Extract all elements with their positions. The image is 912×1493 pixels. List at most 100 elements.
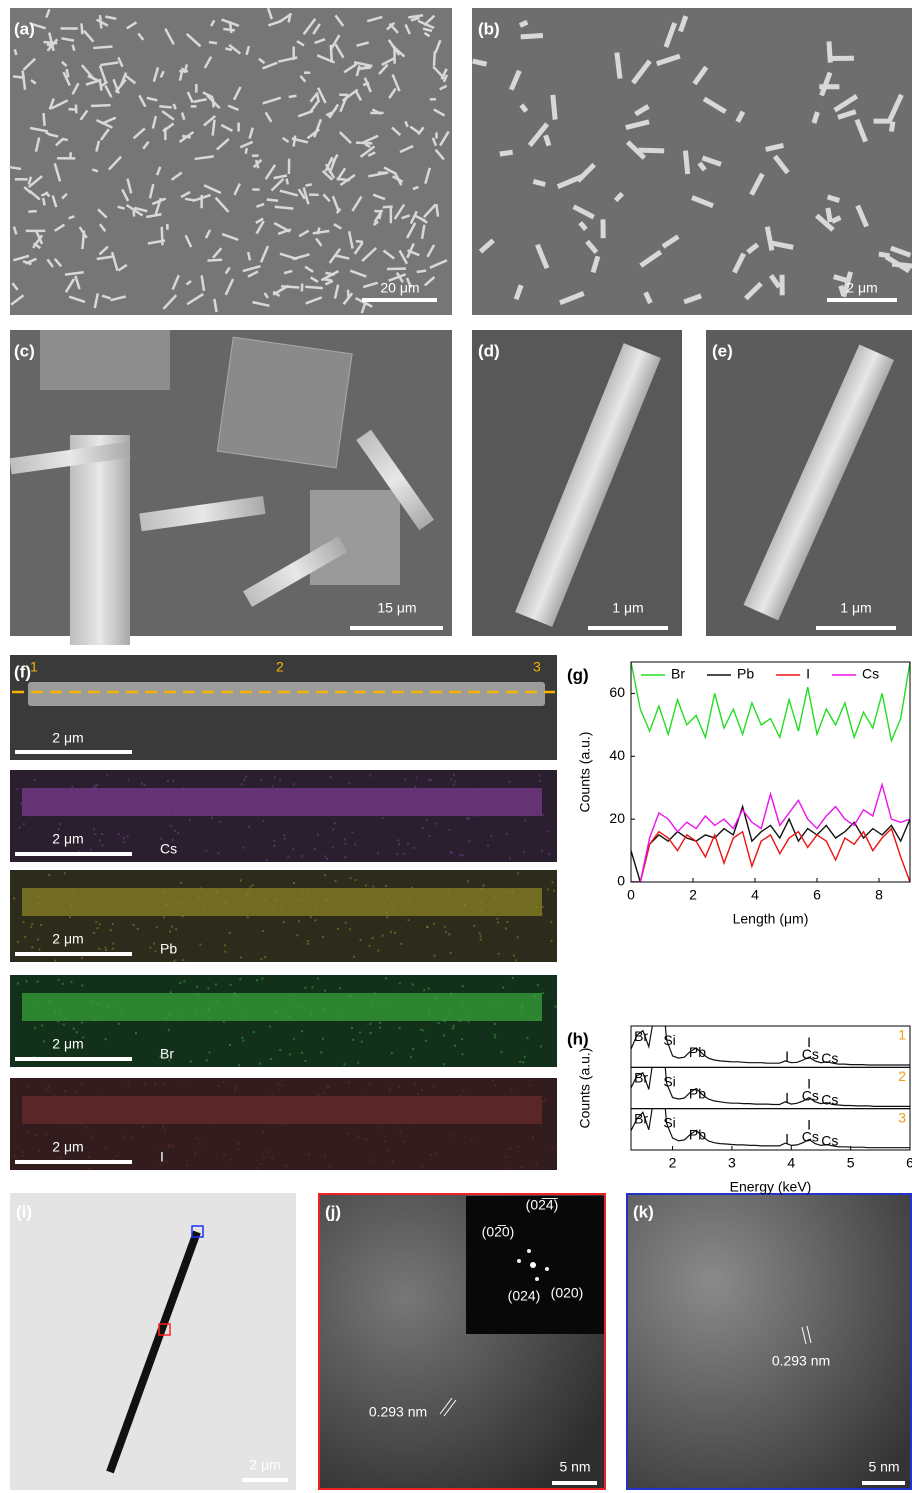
crystal [217,337,352,468]
noise [480,888,482,890]
noise [551,1146,553,1148]
noise [88,1156,90,1158]
legend-label: Cs [862,666,879,682]
noise [135,1032,137,1034]
noise [550,921,552,923]
noise [263,795,265,797]
noise [206,1059,208,1061]
noise [434,997,436,999]
crystal [70,435,130,645]
peak-label: Si [663,1073,675,1089]
noise [23,801,25,803]
y-tick-label: 60 [609,684,625,700]
noise [509,1148,511,1150]
noise [79,1122,81,1124]
noise [123,837,125,839]
noise [19,827,21,829]
noise [173,960,175,962]
noise [402,1141,404,1143]
noise [325,899,327,901]
noise [71,786,73,788]
noise [357,1135,359,1137]
noise [271,1121,273,1123]
scale-label: 2 μm [52,831,83,847]
peak-label: Si [663,1115,675,1131]
noise [481,909,483,911]
noise [289,1053,291,1055]
noise [254,1117,256,1119]
legend-label: I [806,666,810,682]
noise [450,993,452,995]
noise [284,838,286,840]
noise [167,1118,169,1120]
noise [448,814,450,816]
scale-label: 2 μm [52,931,83,947]
noise [517,812,519,814]
noise [414,786,416,788]
scale-label: 2 μm [249,1457,280,1473]
noise [60,1157,62,1159]
noise [99,923,101,925]
noise [413,1119,415,1121]
noise [182,959,184,961]
crystal [832,56,854,61]
noise [240,879,242,881]
noise [480,935,482,937]
noise [462,985,464,987]
noise [399,982,401,984]
noise [515,959,517,961]
noise [474,815,476,817]
crystal [370,112,383,115]
noise [24,936,26,938]
noise [521,1006,523,1008]
panel-i [10,1193,296,1490]
noise [449,1012,451,1014]
noise [354,843,356,845]
noise [301,889,303,891]
noise [41,1025,43,1027]
noise [20,803,22,805]
noise [462,854,464,856]
noise [305,1060,307,1062]
noise [398,1122,400,1124]
noise [450,779,452,781]
noise [301,1006,303,1008]
crystal [28,210,37,213]
noise [179,1015,181,1017]
noise [500,1051,502,1053]
element-label: Pb [160,941,177,957]
noise [64,1090,66,1092]
noise [422,827,424,829]
noise [252,884,254,886]
noise [391,1052,393,1054]
scale-label: 2 μm [52,730,83,746]
noise [467,880,469,882]
noise [236,995,238,997]
noise [162,1126,164,1128]
noise [95,921,97,923]
noise [239,978,241,980]
noise [165,1018,167,1020]
element-maps: 2 μmCs2 μmPb2 μmBr2 μmI [10,770,557,1170]
noise [243,779,245,781]
noise [171,926,173,928]
noise [308,1153,310,1155]
noise [92,1000,94,1002]
noise [242,1040,244,1042]
noise [127,836,129,838]
noise [426,1100,428,1102]
scale-label: 5 nm [559,1459,590,1475]
noise [342,1015,344,1017]
noise [183,1087,185,1089]
noise [353,1112,355,1114]
noise [324,990,326,992]
scale-label: 5 nm [868,1459,899,1475]
noise [506,1167,508,1169]
scale-bar [242,1478,288,1482]
micrograph [10,8,452,315]
noise [413,847,415,849]
noise [377,852,379,854]
noise [264,956,266,958]
noise [262,1131,264,1133]
noise [169,1144,171,1146]
